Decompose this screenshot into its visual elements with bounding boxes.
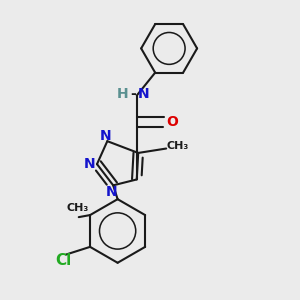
Text: H: H (117, 87, 128, 101)
Text: N: N (137, 87, 149, 101)
Text: N: N (100, 129, 112, 143)
Text: N: N (106, 185, 118, 199)
Text: CH₃: CH₃ (166, 141, 188, 151)
Text: CH₃: CH₃ (66, 203, 88, 213)
Text: O: O (167, 115, 178, 129)
Text: N: N (84, 157, 95, 171)
Text: Cl: Cl (55, 253, 71, 268)
Text: -: - (130, 87, 136, 101)
